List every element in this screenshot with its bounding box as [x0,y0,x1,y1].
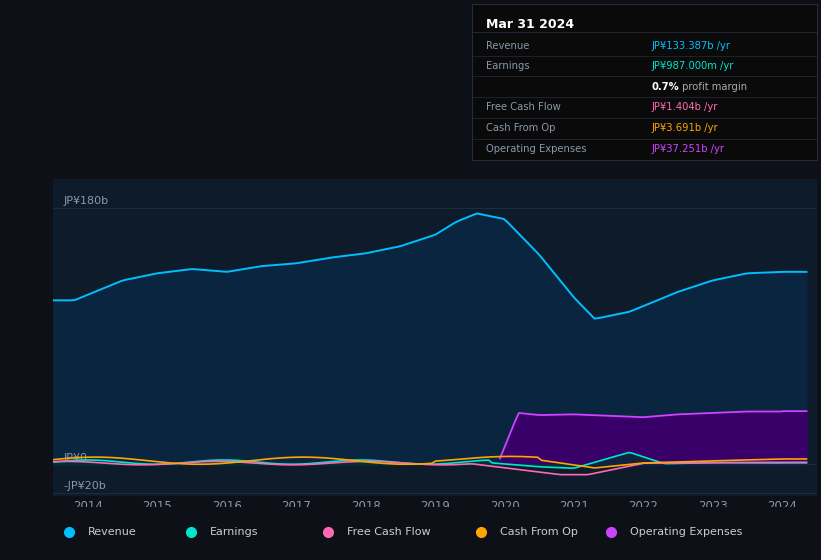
Text: Free Cash Flow: Free Cash Flow [486,102,561,113]
Text: Mar 31 2024: Mar 31 2024 [486,18,574,31]
Text: 0.7%: 0.7% [651,82,679,92]
Text: Operating Expenses: Operating Expenses [630,528,742,538]
Text: JP¥987.000m /yr: JP¥987.000m /yr [651,61,734,71]
Text: Earnings: Earnings [486,61,530,71]
Text: -JP¥20b: -JP¥20b [64,482,107,491]
Text: JP¥180b: JP¥180b [64,196,109,206]
Text: JP¥37.251b /yr: JP¥37.251b /yr [651,144,724,154]
Text: Revenue: Revenue [88,528,136,538]
Text: profit margin: profit margin [679,82,747,92]
Text: Revenue: Revenue [486,40,530,50]
Text: Cash From Op: Cash From Op [500,528,578,538]
Text: Free Cash Flow: Free Cash Flow [347,528,431,538]
Text: JP¥3.691b /yr: JP¥3.691b /yr [651,123,718,133]
Text: Operating Expenses: Operating Expenses [486,144,586,154]
Text: Cash From Op: Cash From Op [486,123,555,133]
Text: JP¥0: JP¥0 [64,453,88,463]
Text: JP¥133.387b /yr: JP¥133.387b /yr [651,40,731,50]
Text: JP¥1.404b /yr: JP¥1.404b /yr [651,102,718,113]
Text: Earnings: Earnings [210,528,259,538]
